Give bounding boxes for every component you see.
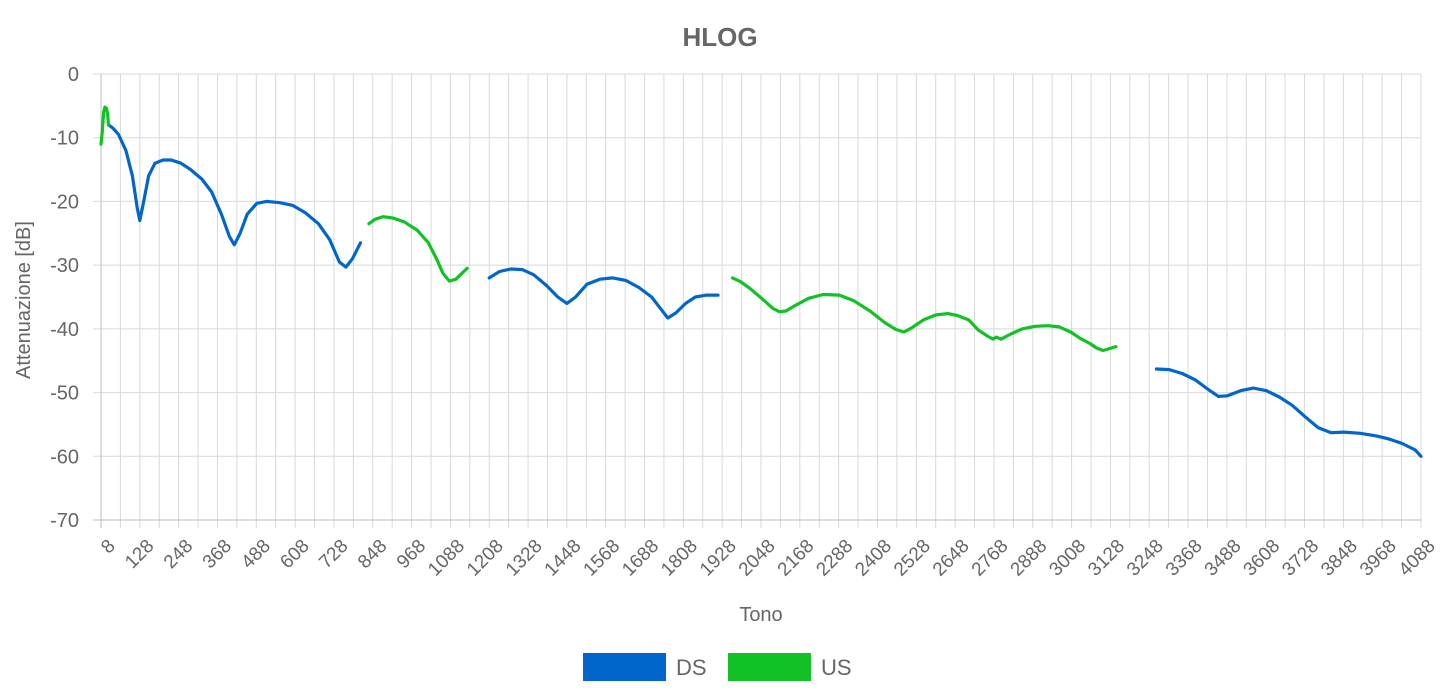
y-tick-label: -10 [50, 128, 79, 150]
y-tick-label: -70 [50, 510, 79, 532]
x-tick-label: 1088 [424, 536, 469, 581]
legend-label: US [821, 655, 852, 680]
x-tick-label: 1448 [541, 536, 586, 581]
x-tick-label: 1568 [580, 536, 625, 581]
x-tick-label: 1808 [657, 536, 702, 581]
legend-item-us[interactable]: US [728, 653, 852, 681]
x-tick-label: 248 [160, 536, 197, 573]
series-us-line-segment [367, 215, 469, 283]
x-tick-label: 3728 [1278, 536, 1323, 581]
y-tick-label: -50 [50, 383, 79, 405]
series-ds-line-segment [487, 267, 720, 320]
x-tick-label: 3848 [1317, 536, 1362, 581]
series-us-line-segment [99, 105, 110, 146]
x-tick-label: 2768 [968, 536, 1013, 581]
grid-lines [93, 73, 1422, 528]
y-axis-label: Attenuazione [dB] [13, 221, 35, 379]
y-axis-ticks: 0 -10 -20 -30 -40 -50 -60 -70 [50, 64, 79, 532]
x-tick-label: 3968 [1356, 536, 1401, 581]
x-tick-label: 2048 [735, 536, 780, 581]
x-axis-ticks: 8 128 248 368 488 608 728 848 968108812081328144… [97, 536, 1439, 581]
x-tick-label: 4088 [1395, 536, 1440, 581]
x-tick-label: 968 [393, 536, 430, 573]
x-tick-label: 368 [199, 536, 236, 573]
x-tick-label: 1328 [502, 536, 547, 581]
x-tick-label: 3608 [1240, 536, 1285, 581]
x-tick-label: 128 [121, 536, 158, 573]
x-tick-label: 3248 [1123, 536, 1168, 581]
x-tick-label: 2288 [812, 536, 857, 581]
chart-title: HLOG [682, 22, 757, 52]
x-tick-label: 2888 [1007, 536, 1052, 581]
legend-label: DS [676, 655, 707, 680]
x-tick-label: 1928 [696, 536, 741, 581]
y-tick-label: -60 [50, 446, 79, 468]
x-tick-label: 488 [238, 536, 275, 573]
x-tick-label: 3128 [1084, 536, 1129, 581]
series-ds-line-segment [107, 123, 363, 269]
y-tick-label: 0 [68, 64, 79, 86]
series-us-line-segment [730, 276, 1118, 353]
legend[interactable]: DS US [583, 653, 852, 681]
series-ds [107, 123, 1423, 458]
x-tick-label: 3008 [1045, 536, 1090, 581]
x-tick-label: 2408 [851, 536, 896, 581]
series-us [99, 105, 1118, 353]
x-axis-label: Tono [739, 604, 782, 626]
x-tick-label: 2168 [774, 536, 819, 581]
x-tick-label: 848 [354, 536, 391, 573]
x-tick-label: 2528 [890, 536, 935, 581]
legend-swatch [728, 653, 811, 681]
y-tick-label: -20 [50, 191, 79, 213]
y-tick-label: -30 [50, 255, 79, 277]
x-tick-label: 608 [276, 536, 313, 573]
x-tick-label: 2648 [929, 536, 974, 581]
x-tick-label: 1208 [463, 536, 508, 581]
series-ds-line-segment [1154, 367, 1423, 458]
legend-item-ds[interactable]: DS [583, 653, 707, 681]
x-tick-label: 3368 [1162, 536, 1207, 581]
x-tick-label: 728 [315, 536, 352, 573]
x-tick-label: 1688 [618, 536, 663, 581]
x-tick-label: 8 [97, 536, 119, 558]
y-tick-label: -40 [50, 319, 79, 341]
legend-swatch [583, 653, 666, 681]
x-tick-label: 3488 [1201, 536, 1246, 581]
series-lines [99, 105, 1423, 458]
